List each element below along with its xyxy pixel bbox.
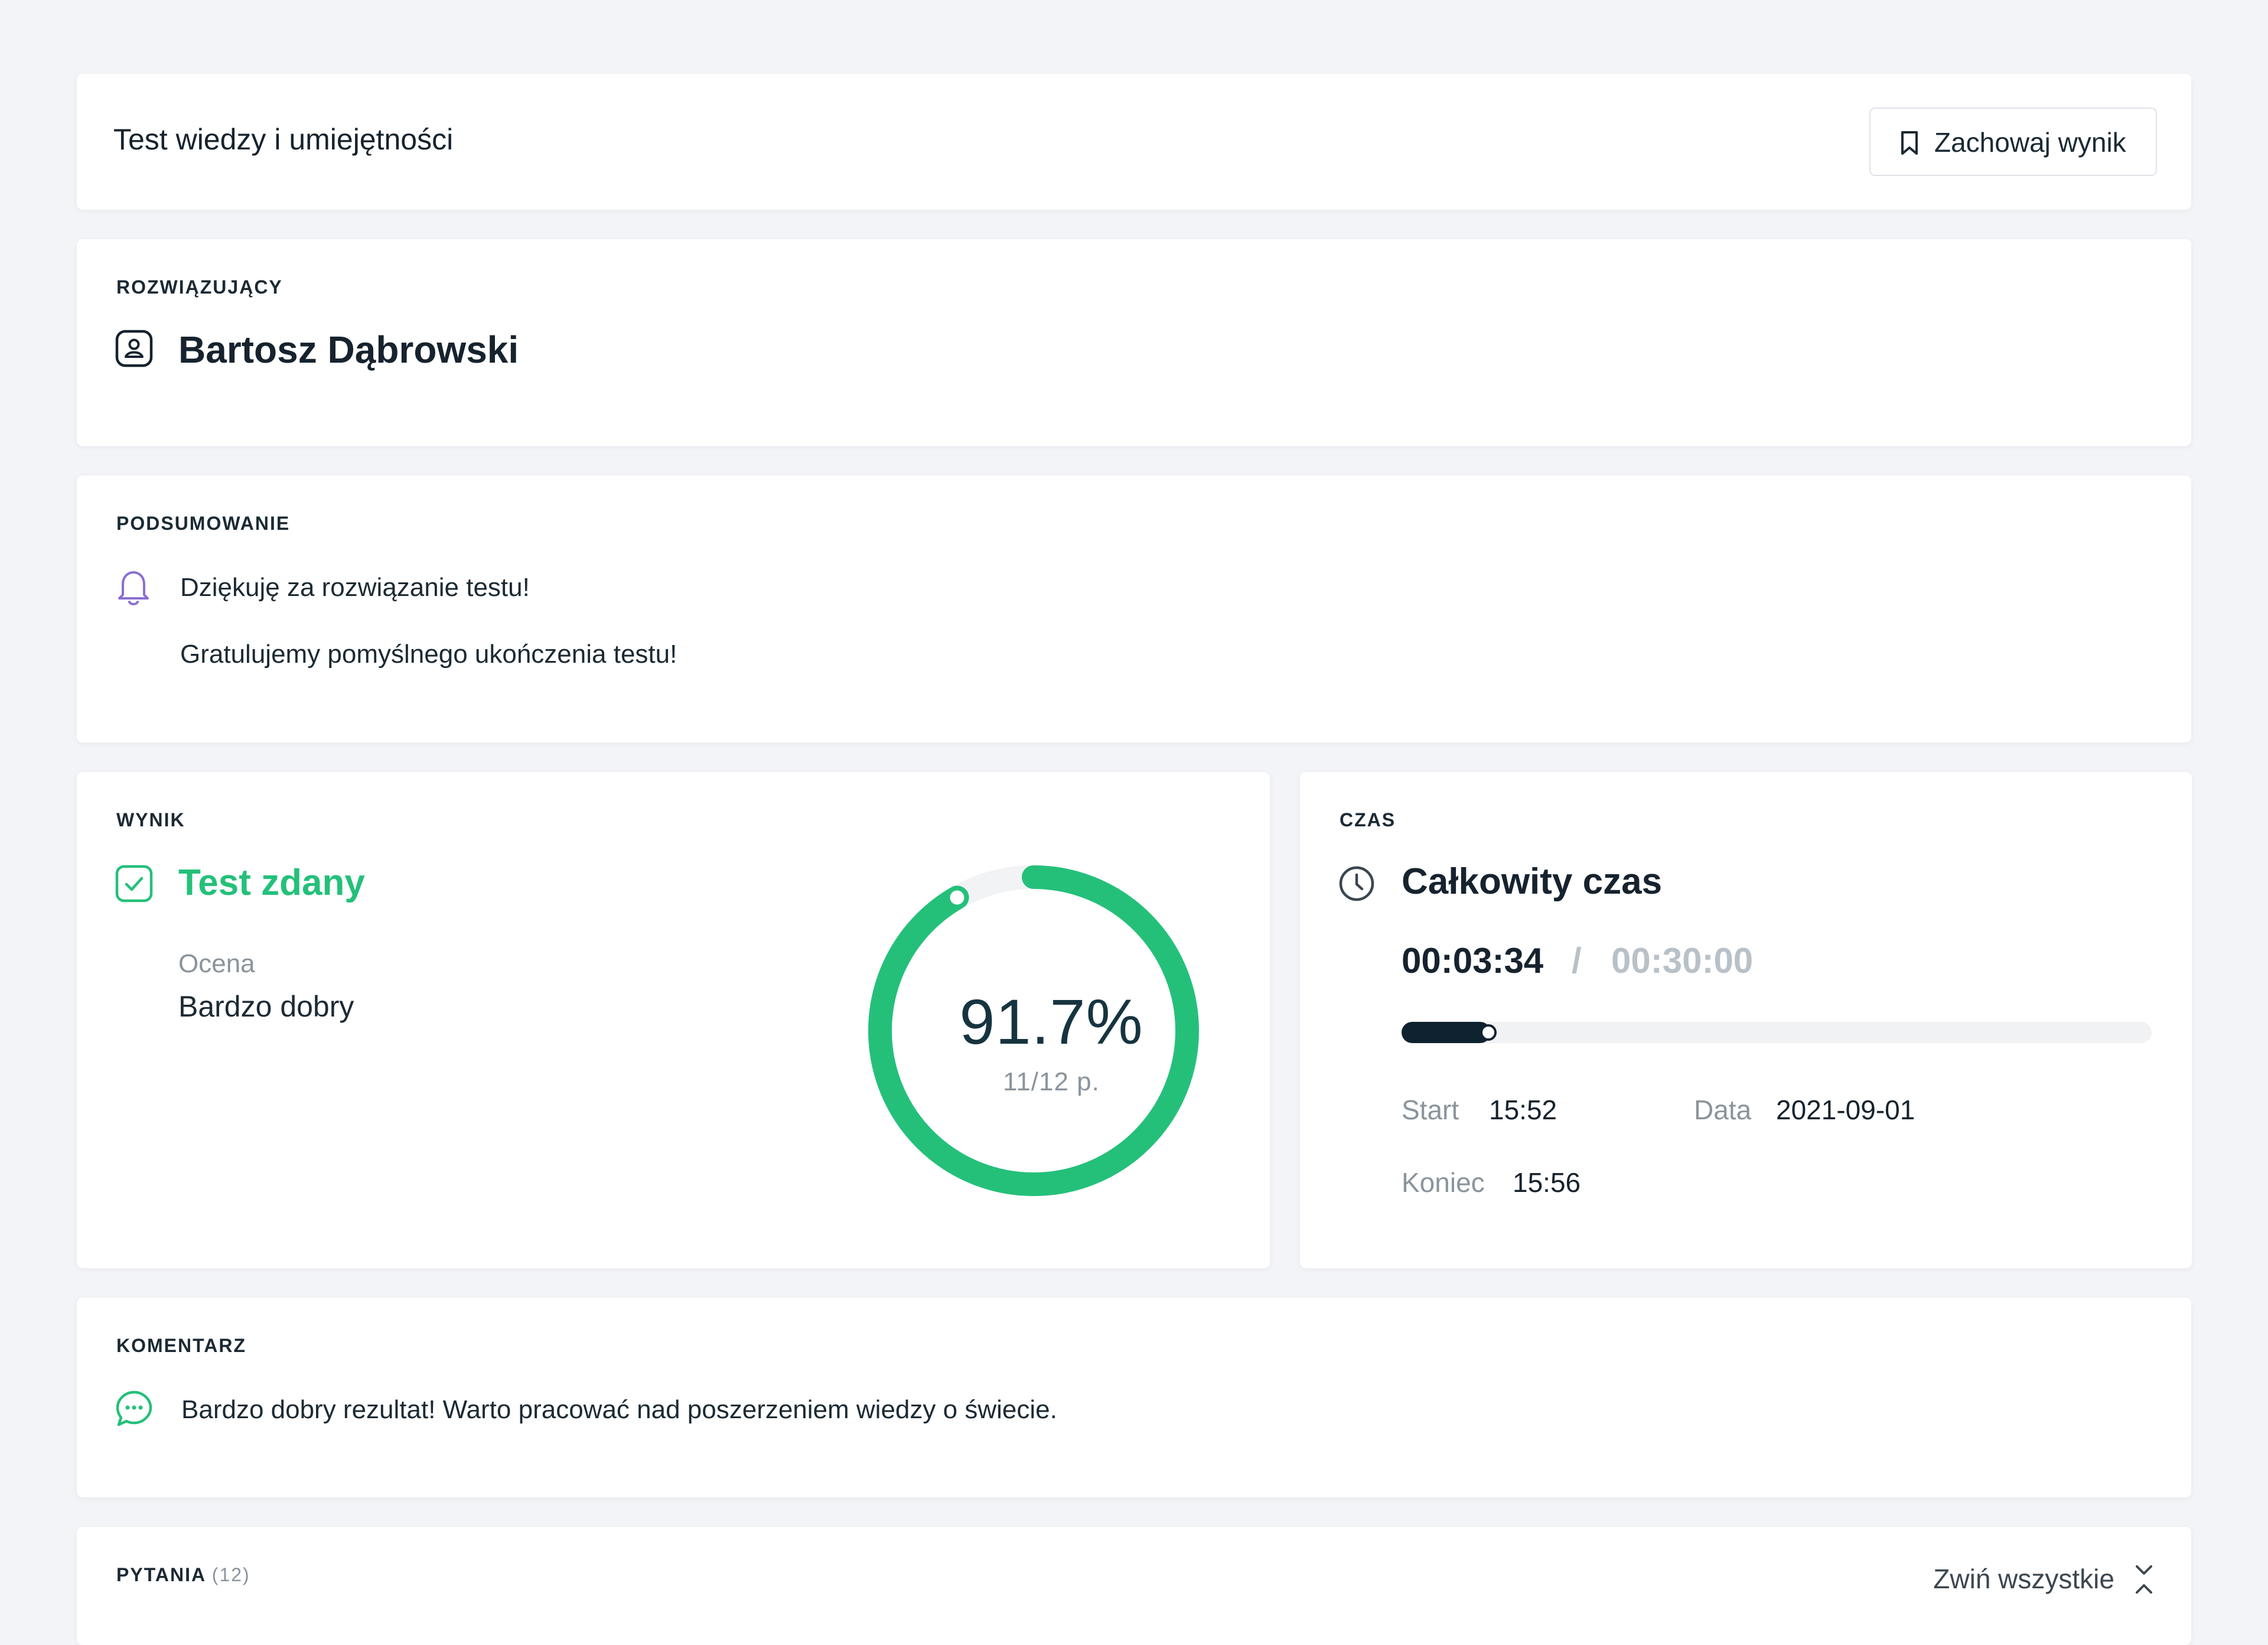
date-label: Data	[1694, 1095, 1752, 1125]
questions-section-label: PYTANIA (12)	[116, 1564, 250, 1586]
time-elapsed: 00:03:34	[1402, 941, 1544, 981]
questions-card: PYTANIA (12) Zwiń wszystkie	[77, 1527, 2191, 1645]
page-title: Test wiedzy i umiejętności	[113, 123, 454, 156]
collapse-all-button[interactable]: Zwiń wszystkie	[1908, 1559, 2156, 1601]
time-title: Całkowity czas	[1402, 861, 1663, 902]
date-value: 2021-09-01	[1776, 1095, 1915, 1125]
grade-value: Bardzo dobry	[178, 990, 354, 1023]
collapse-all-label: Zwiń wszystkie	[1933, 1563, 2114, 1594]
solver-card: ROZWIĄZUJĄCY Bartosz Dąbrowski	[77, 239, 2191, 446]
clock-icon	[1339, 866, 1374, 901]
time-limit: 00:30:00	[1611, 941, 1754, 981]
summary-congratulations: Gratulujemy pomyślnego ukończenia testu!	[180, 640, 677, 669]
end-value: 15:56	[1513, 1167, 1581, 1198]
summary-message: Dziękuję za rozwiązanie testu!	[180, 573, 530, 602]
questions-label: PYTANIA	[116, 1564, 206, 1585]
bookmark-icon	[1901, 131, 1918, 155]
result-section-label: WYNIK	[116, 809, 185, 830]
header-card: Test wiedzy i umiejętności Zachowaj wyni…	[77, 74, 2191, 210]
score-ring	[868, 865, 1199, 1196]
comment-section-label: KOMENTARZ	[116, 1335, 247, 1356]
summary-card: PODSUMOWANIE Dziękuję za rozwiązanie tes…	[77, 475, 2191, 742]
score-ring-fill	[868, 865, 1199, 1196]
time-card: CZAS Całkowity czas 00:03:34 / 00:30:00 …	[1300, 772, 2192, 1268]
time-progress-fill	[1402, 1022, 1491, 1043]
end-label: Koniec	[1402, 1167, 1485, 1198]
collapse-chevrons-icon	[2136, 1565, 2152, 1594]
checkbox-checked-icon	[115, 865, 153, 903]
save-result-label: Zachowaj wynik	[1934, 127, 2126, 158]
solver-section-label: ROZWIĄZUJĄCY	[116, 276, 283, 298]
chat-bubble-icon	[116, 1390, 152, 1426]
start-value: 15:52	[1489, 1095, 1557, 1125]
bell-icon	[118, 571, 149, 605]
comment-card: KOMENTARZ Bardzo dobry rezultat! Warto p…	[77, 1298, 2191, 1497]
time-progress-bar	[1402, 1022, 2152, 1043]
score-ring-knob	[946, 887, 968, 908]
time-progress-knob	[1480, 1024, 1497, 1041]
solver-name: Bartosz Dąbrowski	[178, 328, 519, 371]
save-result-button[interactable]: Zachowaj wynik	[1869, 108, 2157, 176]
result-status: Test zdany	[178, 862, 365, 903]
summary-section-label: PODSUMOWANIE	[116, 513, 291, 534]
time-section-label: CZAS	[1340, 809, 1396, 830]
questions-count: (12)	[211, 1564, 250, 1585]
start-label: Start	[1402, 1095, 1459, 1125]
score-percent: 91.7%	[959, 986, 1143, 1057]
comment-text: Bardzo dobry rezultat! Warto pracować na…	[181, 1395, 1057, 1424]
time-separator: /	[1572, 941, 1582, 981]
score-points: 11/12 p.	[1003, 1067, 1100, 1096]
grade-label: Ocena	[178, 949, 255, 978]
user-badge-icon	[115, 330, 153, 367]
result-card: WYNIK Test zdany Ocena Bardzo dobry 91.7…	[77, 772, 1270, 1268]
